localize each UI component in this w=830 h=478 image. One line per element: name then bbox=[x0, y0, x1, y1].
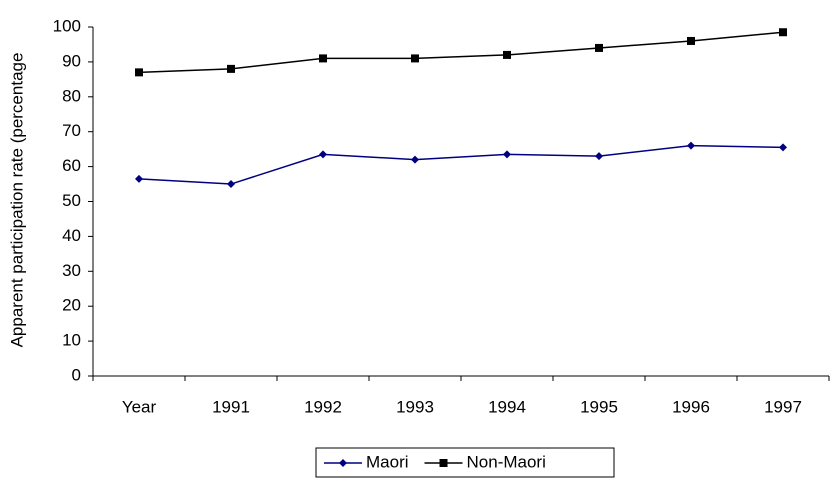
marker bbox=[595, 43, 603, 52]
y-tick-label: 100 bbox=[53, 16, 81, 35]
y-tick-label: 60 bbox=[62, 156, 81, 175]
marker bbox=[227, 180, 235, 189]
marker bbox=[227, 64, 235, 73]
x-tick-label: 1995 bbox=[580, 397, 618, 416]
y-tick-label: 30 bbox=[62, 261, 81, 280]
marker bbox=[503, 150, 511, 159]
x-tick-label: 1994 bbox=[488, 397, 526, 416]
x-tick-label: 1991 bbox=[212, 397, 250, 416]
marker bbox=[439, 459, 448, 467]
legend: Maori Non-Maori bbox=[315, 447, 615, 478]
marker bbox=[411, 155, 419, 164]
marker bbox=[779, 143, 787, 152]
series-line bbox=[138, 31, 784, 74]
y-axis-label: Apparent participation rate (percentage bbox=[7, 53, 26, 348]
y-tick-label: 70 bbox=[62, 121, 81, 140]
series-line bbox=[138, 144, 784, 185]
y-tick-label: 50 bbox=[62, 191, 81, 210]
x-tick-label: 1992 bbox=[304, 397, 342, 416]
legend-label: Non-Maori bbox=[467, 452, 546, 471]
marker bbox=[135, 68, 143, 77]
x-tick-label: 1996 bbox=[672, 397, 710, 416]
marker bbox=[687, 36, 695, 45]
marker bbox=[135, 174, 143, 183]
marker bbox=[411, 54, 419, 63]
marker bbox=[319, 54, 327, 63]
marker bbox=[687, 141, 695, 150]
y-tick-label: 10 bbox=[62, 331, 81, 350]
marker bbox=[319, 150, 327, 159]
y-tick-label: 80 bbox=[62, 86, 81, 105]
marker bbox=[779, 28, 787, 37]
marker bbox=[595, 152, 603, 161]
marker bbox=[503, 50, 511, 59]
x-tick-label: Year bbox=[122, 397, 157, 416]
y-tick-label: 20 bbox=[62, 296, 81, 315]
legend-box bbox=[315, 447, 615, 478]
x-tick-label: 1993 bbox=[396, 397, 434, 416]
legend-label: Maori bbox=[366, 452, 409, 471]
y-tick-label: 40 bbox=[62, 226, 81, 245]
y-tick-label: 90 bbox=[62, 51, 81, 70]
x-tick-label: 1997 bbox=[764, 397, 802, 416]
y-tick-label: 0 bbox=[72, 365, 81, 384]
marker bbox=[339, 459, 347, 467]
